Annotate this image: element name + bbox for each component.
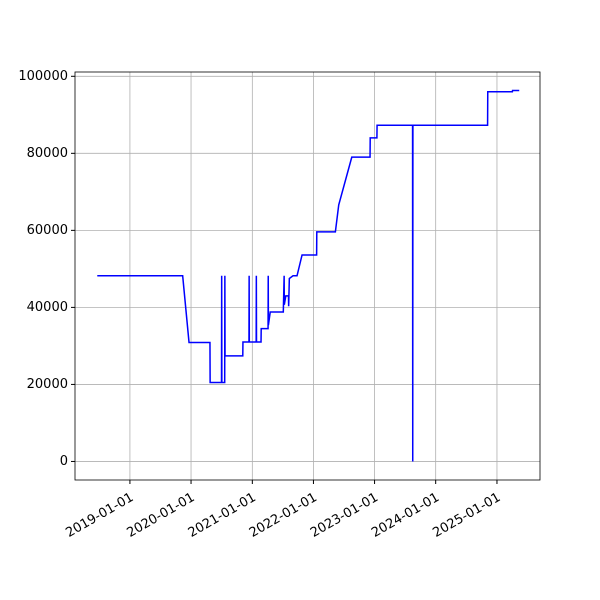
y-tick-label: 0 [60,454,68,469]
x-tick-label: 2024-01-01 [369,490,442,541]
y-tick-label: 60000 [27,223,68,238]
data-line [97,89,520,462]
x-tick-label: 2019-01-01 [63,490,136,541]
y-tick-label: 40000 [27,300,68,315]
x-tick-label: 2023-01-01 [308,490,381,541]
x-tick-label: 2021-01-01 [186,490,259,541]
y-tick-label: 80000 [27,146,68,161]
y-tick-label: 100000 [18,69,68,84]
plot-frame [74,71,541,481]
x-tick-label: 2020-01-01 [125,490,198,541]
x-tick-label: 2022-01-01 [247,490,320,541]
y-tick-label: 20000 [27,377,68,392]
x-tick-label: 2025-01-01 [430,490,503,541]
